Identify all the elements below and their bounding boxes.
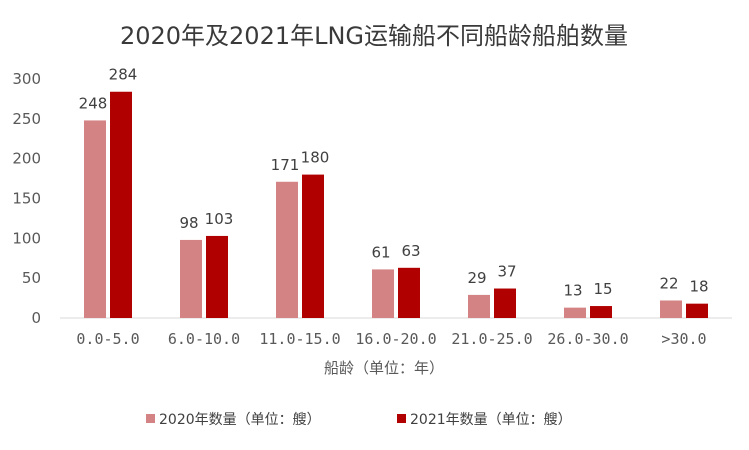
data-label: 98 (179, 214, 198, 232)
y-tick-label: 100 (12, 229, 41, 247)
y-axis: 0 50 100 150 200 250 300 (12, 70, 41, 327)
data-label: 63 (401, 242, 420, 260)
data-label: 61 (371, 243, 390, 261)
data-label: 37 (497, 263, 516, 281)
data-label: 13 (563, 282, 582, 300)
data-label: 248 (79, 94, 108, 112)
x-tick-label: 0.0-5.0 (76, 330, 139, 348)
y-tick-label: 50 (22, 269, 41, 287)
bar-2021 (206, 235, 228, 318)
x-tick-label: 26.0-30.0 (547, 330, 628, 348)
bar-2020 (84, 120, 106, 318)
x-axis: 0.0-5.0 6.0-10.0 11.0-15.0 16.0-20.0 21.0-25… (76, 330, 706, 348)
data-label: 18 (689, 278, 708, 296)
data-label: 15 (593, 280, 612, 298)
bar-2021 (686, 303, 708, 318)
bars-group (84, 91, 708, 318)
legend-label: 2021年数量（单位：艘） (410, 412, 572, 428)
x-axis-title: 船龄（单位：年） (324, 359, 444, 377)
bar-2021 (494, 288, 516, 318)
bar-2020 (660, 300, 682, 318)
y-tick-label: 0 (31, 309, 41, 327)
bar-2020 (180, 239, 202, 318)
chart-title: 2020年及2021年LNG运输船不同船龄船舶数量 (120, 22, 628, 50)
y-tick-label: 200 (12, 150, 41, 168)
bar-2020 (564, 307, 586, 318)
data-label: 29 (467, 269, 486, 287)
bar-2021 (398, 267, 420, 318)
y-tick-label: 250 (12, 110, 41, 128)
bar-2020 (468, 294, 490, 318)
x-tick-label: >30.0 (661, 330, 706, 348)
data-label: 180 (301, 149, 330, 167)
data-label: 22 (659, 274, 678, 292)
data-label: 171 (271, 156, 300, 174)
data-label: 284 (109, 66, 138, 84)
legend-swatch (397, 414, 406, 423)
y-tick-label: 150 (12, 190, 41, 208)
x-tick-label: 11.0-15.0 (259, 330, 340, 348)
legend: 2020年数量（单位：艘） 2021年数量（单位：艘） (146, 412, 572, 428)
x-tick-label: 21.0-25.0 (451, 330, 532, 348)
bar-2021 (302, 174, 324, 318)
bar-2021 (590, 306, 612, 318)
legend-label: 2020年数量（单位：艘） (159, 412, 321, 428)
bar-2020 (276, 181, 298, 318)
legend-swatch (146, 414, 155, 423)
x-tick-label: 6.0-10.0 (168, 330, 240, 348)
bar-2020 (372, 269, 394, 318)
y-tick-label: 300 (12, 70, 41, 88)
x-tick-label: 16.0-20.0 (355, 330, 436, 348)
data-label: 103 (205, 210, 234, 228)
bar-2021 (110, 91, 132, 318)
